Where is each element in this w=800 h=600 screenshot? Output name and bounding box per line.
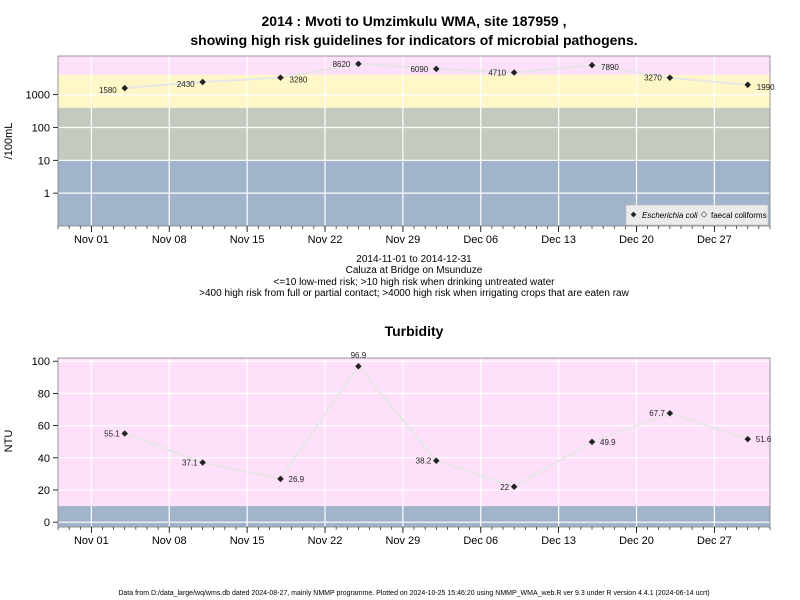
data-label: 3280 bbox=[290, 76, 308, 85]
x-tick-label: Nov 29 bbox=[385, 535, 420, 547]
x-tick-label: Nov 15 bbox=[230, 234, 265, 246]
y-tick-label: 10 bbox=[38, 155, 50, 167]
x-tick-label: Nov 29 bbox=[385, 234, 420, 246]
y-tick-label: 1000 bbox=[26, 90, 50, 102]
data-label: 7890 bbox=[601, 63, 619, 72]
data-point bbox=[432, 65, 440, 73]
x-tick-label: Nov 08 bbox=[152, 234, 187, 246]
data-point bbox=[432, 457, 440, 464]
data-point bbox=[199, 459, 206, 466]
data-point bbox=[199, 78, 206, 86]
chart2-plot-area: Nov 01 Nov 08 Nov 15 Nov 22 Nov 29 Dec 06 Dec … bbox=[32, 351, 772, 547]
x-tick-label: Nov 15 bbox=[230, 535, 265, 547]
data-label: 3270 bbox=[644, 74, 662, 83]
chart1-plot-area: Nov 01 Nov 08 Nov 15 Nov 22 Nov 29 Dec 06 Dec … bbox=[26, 55, 775, 246]
data-label: 1990 bbox=[757, 83, 775, 92]
caption-contact-guideline: >400 high risk from full or partial cont… bbox=[199, 288, 629, 299]
footer-note: Data from D:/data_large/wq/wms.db dated … bbox=[118, 590, 709, 597]
data-label: 51.6 bbox=[756, 435, 772, 444]
caption-date-range: 2014-11-01 to 2014-12-31 bbox=[356, 254, 472, 265]
chart1-y-axis-label: /100mL bbox=[3, 123, 15, 160]
data-point bbox=[121, 430, 129, 437]
data-label: 26.9 bbox=[289, 475, 305, 484]
legend-ecoli-marker bbox=[630, 211, 637, 218]
chart2-y-axis-label: NTU bbox=[3, 430, 15, 453]
data-point bbox=[355, 362, 362, 370]
guideline-band bbox=[58, 358, 770, 507]
x-tick-label: Nov 22 bbox=[308, 535, 343, 547]
x-tick-label: Dec 06 bbox=[463, 535, 498, 547]
y-tick-label: 80 bbox=[38, 388, 50, 400]
chart1-legend: Escherichia coli faecal coliforms bbox=[625, 204, 769, 226]
guideline-band bbox=[58, 74, 770, 108]
x-tick-label: Dec 20 bbox=[619, 234, 654, 246]
x-tick-label: Nov 08 bbox=[152, 535, 187, 547]
y-tick-label: 40 bbox=[38, 453, 50, 465]
x-tick-label: Dec 27 bbox=[697, 535, 732, 547]
data-label: 38.2 bbox=[416, 457, 432, 466]
chart1-title: 2014 : Mvoti to Umzimkulu WMA, site 1879… bbox=[262, 13, 567, 29]
chart1-subtitle: showing high risk guidelines for indicat… bbox=[190, 32, 637, 48]
data-point bbox=[588, 61, 596, 69]
x-tick-label: Dec 27 bbox=[697, 234, 732, 246]
data-label: 1580 bbox=[99, 86, 117, 95]
y-tick-label: 100 bbox=[32, 356, 50, 368]
x-tick-label: Nov 01 bbox=[74, 535, 109, 547]
guideline-band bbox=[58, 56, 770, 75]
x-tick-label: Nov 01 bbox=[74, 234, 109, 246]
legend-box bbox=[625, 204, 769, 226]
x-tick-label: Dec 20 bbox=[619, 535, 654, 547]
caption-site-name: Caluza at Bridge on Msunduze bbox=[346, 265, 483, 276]
y-tick-label: 60 bbox=[38, 421, 50, 433]
data-point bbox=[121, 84, 129, 92]
data-label: 55.1 bbox=[104, 429, 120, 438]
data-label: 2430 bbox=[177, 80, 195, 89]
data-label: 67.7 bbox=[649, 409, 665, 418]
data-label: 4710 bbox=[488, 69, 506, 78]
data-label: 37.1 bbox=[182, 458, 198, 467]
x-tick-label: Dec 13 bbox=[541, 234, 576, 246]
y-tick-label: 0 bbox=[44, 517, 50, 529]
legend-ecoli-label: Escherichia coli bbox=[642, 211, 698, 220]
data-label: 6090 bbox=[410, 65, 428, 74]
data-label: 22 bbox=[500, 483, 509, 492]
legend-faecal-marker bbox=[700, 211, 708, 218]
data-point bbox=[277, 475, 284, 483]
data-point bbox=[666, 74, 674, 81]
data-point bbox=[744, 435, 752, 443]
y-tick-label: 20 bbox=[38, 485, 50, 497]
caption-drinking-guideline: <=10 low-med risk; >10 high risk when dr… bbox=[274, 277, 556, 288]
y-tick-label: 100 bbox=[32, 122, 50, 134]
data-label: 96.9 bbox=[351, 351, 367, 360]
data-point bbox=[510, 483, 518, 491]
x-tick-label: Nov 22 bbox=[308, 234, 343, 246]
data-point bbox=[588, 438, 596, 446]
x-tick-label: Dec 06 bbox=[463, 234, 498, 246]
chart2-title: Turbidity bbox=[385, 323, 444, 339]
legend-faecal-label: faecal coliforms bbox=[711, 211, 767, 220]
guideline-band bbox=[58, 506, 770, 527]
x-tick-label: Dec 13 bbox=[541, 535, 576, 547]
guideline-band bbox=[58, 107, 770, 161]
data-point bbox=[666, 409, 674, 417]
data-label: 49.9 bbox=[600, 438, 616, 447]
y-tick-label: 1 bbox=[44, 188, 50, 200]
data-label: 8620 bbox=[333, 60, 351, 69]
data-point bbox=[744, 81, 752, 89]
